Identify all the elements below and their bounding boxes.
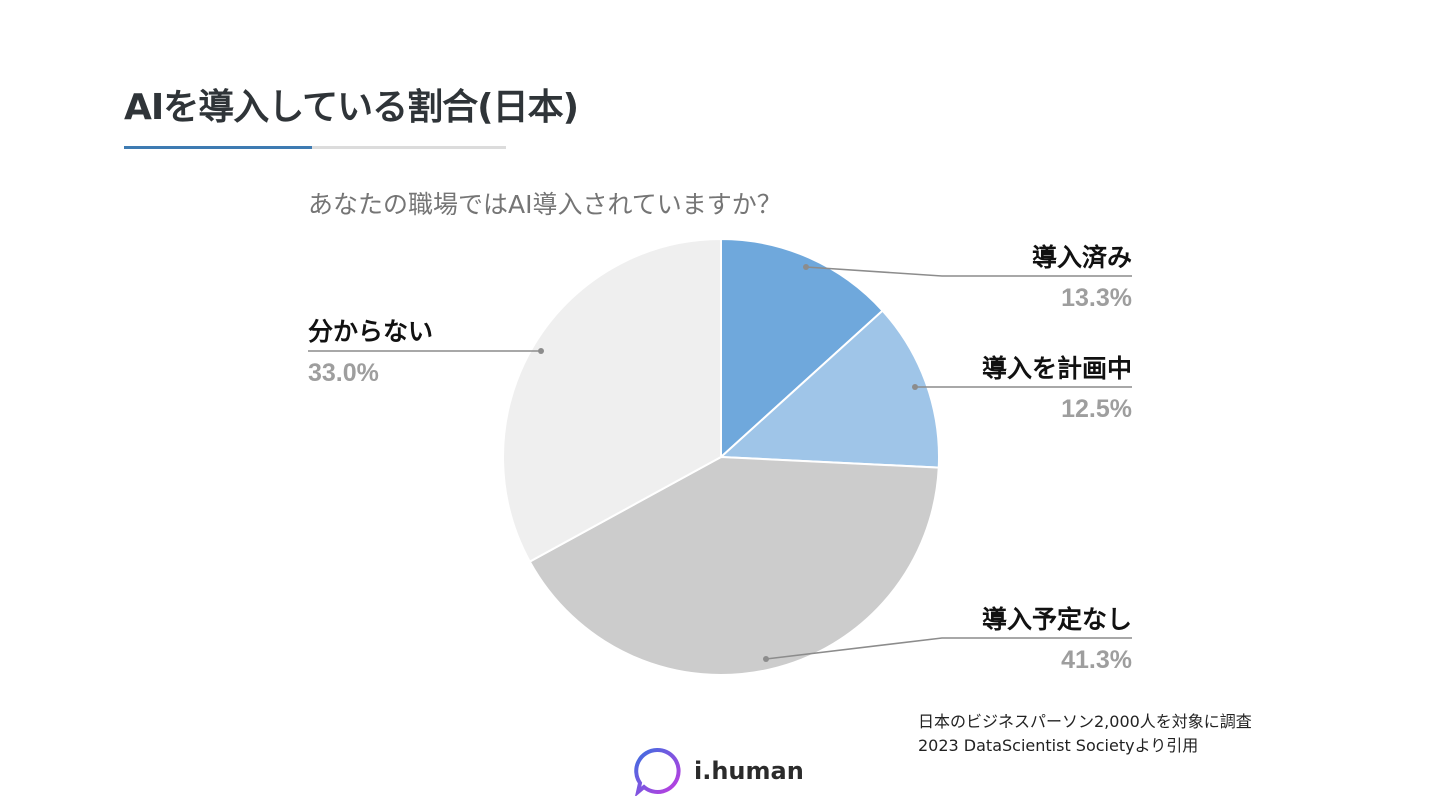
source-note: 日本のビジネスパーソン2,000人を対象に調査 2023 DataScienti… — [918, 710, 1252, 758]
slice-value-label: 41.3% — [1061, 646, 1132, 674]
speech-bubble-logo-icon — [634, 747, 681, 796]
chart-title: あなたの職場ではAI導入されていますか？ — [308, 190, 782, 219]
leader-dot — [912, 384, 918, 390]
slice-value-label: 33.0% — [308, 359, 379, 387]
leader-dot — [803, 264, 809, 270]
pie-slice — [720, 237, 884, 460]
pie-slices — [502, 237, 940, 676]
pie-slice — [718, 309, 940, 469]
leader-dot — [763, 656, 769, 662]
title-rule-accent — [124, 146, 312, 149]
leader-dot — [538, 348, 544, 354]
slice-label: 導入済み — [1032, 243, 1132, 272]
source-line-2: 2023 DataScientist Societyより引用 — [918, 736, 1199, 755]
leader-line — [765, 637, 1132, 660]
brand-logo: i.human — [632, 746, 804, 796]
pie-slice — [502, 237, 722, 563]
slice-label: 導入を計画中 — [982, 354, 1132, 383]
pie-slice — [528, 455, 940, 676]
slice-labels: 導入済み 13.3% 導入を計画中 12.5% 導入予定なし 41.3% 分からない 33.0… — [308, 243, 1132, 674]
title-rule — [124, 146, 506, 149]
slice-label: 導入予定なし — [982, 605, 1132, 634]
slice-value-label: 12.5% — [1061, 395, 1132, 423]
source-line-1: 日本のビジネスパーソン2,000人を対象に調査 — [918, 712, 1252, 731]
slide-title: AIを導入している割合(日本) — [124, 87, 579, 128]
leader-lines — [308, 264, 1132, 662]
brand-name: i.human — [694, 757, 804, 785]
slice-value-label: 13.3% — [1061, 284, 1132, 312]
leader-line — [805, 266, 1132, 277]
slice-label: 分からない — [308, 317, 433, 346]
